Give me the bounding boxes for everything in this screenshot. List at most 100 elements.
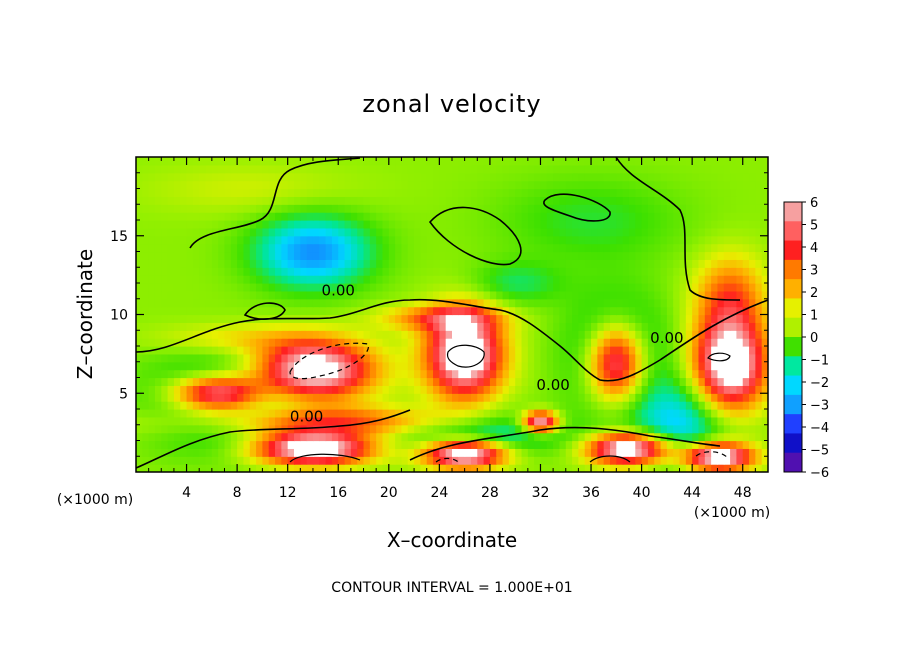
field-cell — [300, 157, 308, 166]
field-cell — [584, 361, 592, 371]
field-cell — [464, 393, 472, 402]
field-cell — [395, 259, 403, 268]
field-cell — [281, 172, 289, 182]
field-cell — [173, 464, 181, 472]
field-cell — [426, 251, 434, 260]
field-cell — [742, 283, 750, 292]
field-cell — [603, 251, 611, 260]
field-cell — [654, 409, 662, 418]
field-cell — [338, 220, 346, 229]
field-cell — [489, 314, 497, 323]
field-cell — [553, 322, 561, 331]
field-cell — [249, 353, 257, 363]
field-cell — [641, 298, 649, 308]
field-cell — [755, 464, 763, 472]
field-cell — [161, 322, 169, 331]
field-cell — [647, 180, 655, 190]
field-cell — [572, 212, 579, 221]
field-cell — [312, 275, 320, 284]
field-cell — [294, 322, 301, 331]
field-cell — [698, 298, 706, 308]
field-cell — [439, 220, 447, 229]
field-cell — [527, 220, 535, 229]
field-cell — [388, 456, 396, 465]
field-cell — [142, 180, 150, 190]
field-cell — [508, 298, 516, 308]
field-cell — [249, 346, 257, 355]
field-cell — [268, 275, 276, 284]
field-cell — [256, 157, 263, 166]
field-cell — [230, 322, 238, 331]
field-cell — [338, 401, 346, 410]
field-cell — [350, 180, 358, 190]
field-cell — [420, 440, 428, 449]
field-cell — [395, 338, 403, 347]
field-cell — [237, 448, 245, 457]
field-cell — [761, 251, 768, 260]
field-cell — [679, 416, 687, 426]
field-cell — [407, 424, 415, 434]
field-cell — [540, 393, 548, 402]
field-cell — [502, 393, 510, 402]
field-cell — [312, 188, 320, 197]
field-cell — [325, 432, 333, 442]
field-cell — [496, 243, 504, 253]
field-cell — [199, 377, 207, 386]
field-cell — [470, 401, 478, 410]
field-cell — [224, 464, 232, 472]
field-cell — [711, 227, 719, 237]
field-cell — [578, 330, 586, 339]
field-cell — [218, 251, 226, 260]
field-cell — [388, 416, 396, 426]
field-cell — [685, 204, 693, 213]
field-cell — [572, 298, 579, 308]
field-cell — [433, 432, 440, 442]
field-cell — [331, 369, 339, 379]
field-cell — [673, 290, 681, 300]
field-cell — [565, 330, 573, 339]
field-cell — [287, 290, 295, 300]
field-cell — [508, 204, 516, 213]
field-cell — [508, 456, 516, 465]
field-cell — [306, 448, 314, 457]
field-cell — [502, 464, 510, 472]
field-cell — [635, 322, 643, 331]
field-cell — [136, 180, 143, 190]
field-cell — [420, 314, 428, 323]
field-cell — [755, 180, 763, 190]
field-cell — [407, 353, 415, 363]
field-cell — [350, 306, 358, 316]
field-cell — [470, 385, 478, 394]
field-cell — [559, 330, 567, 339]
field-cell — [395, 432, 403, 442]
field-cell — [622, 220, 630, 229]
field-cell — [666, 275, 674, 284]
field-cell — [489, 440, 497, 449]
field-cell — [395, 212, 403, 221]
field-cell — [470, 164, 478, 174]
field-cell — [275, 212, 282, 221]
field-cell — [294, 393, 301, 402]
field-cell — [660, 283, 668, 292]
field-cell — [628, 180, 636, 190]
field-cell — [515, 346, 523, 355]
field-cell — [616, 416, 624, 426]
field-cell — [477, 338, 485, 347]
field-cell — [597, 172, 605, 182]
field-cell — [458, 164, 466, 174]
field-cell — [502, 196, 510, 205]
field-cell — [470, 330, 478, 339]
field-cell — [148, 377, 156, 386]
field-cell — [736, 416, 744, 426]
field-cell — [755, 353, 763, 363]
field-cell — [256, 259, 263, 268]
field-cell — [230, 393, 238, 402]
field-cell — [559, 188, 567, 197]
field-cell — [281, 385, 289, 394]
field-cell — [723, 369, 731, 379]
field-cell — [761, 393, 768, 402]
field-cell — [628, 283, 636, 292]
field-cell — [749, 393, 756, 402]
field-cell — [426, 448, 434, 457]
field-cell — [572, 267, 579, 276]
